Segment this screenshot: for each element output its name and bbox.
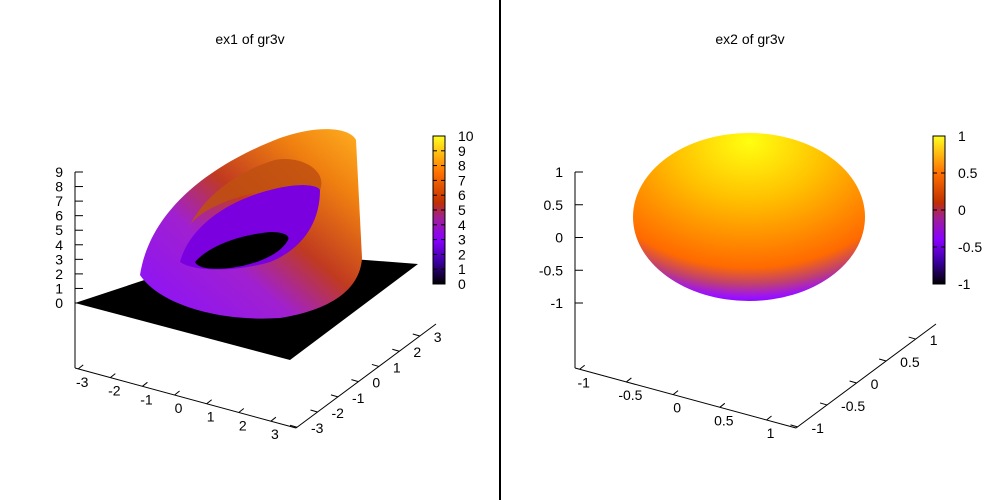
z-tick-label: 9: [55, 164, 63, 180]
x-tick-label: -0.5: [618, 387, 642, 403]
y-tick-label: 1: [393, 359, 401, 375]
colorbar-tick-label: -0.5: [958, 239, 982, 255]
y-tick-label: 0: [871, 376, 879, 392]
x-tick: [238, 408, 245, 413]
z-tick-label: 0: [555, 230, 563, 246]
z-tick-label: 5: [55, 222, 63, 238]
panel-ex2: ex2 of gr3v -1 -0.5 0 0.5 1 -1 -0.5 0 0.5 1 -1 -0…: [539, 31, 982, 441]
x-tick-label: 2: [239, 417, 247, 433]
y-tick: [392, 348, 400, 352]
x-tick: [719, 402, 726, 408]
z-tick-label: 8: [55, 179, 63, 195]
panel-title: ex2 of gr3v: [715, 31, 784, 47]
colorbar-tick-label: 7: [458, 172, 466, 188]
z-tick-label: 1: [555, 164, 563, 180]
x-axis: [74, 367, 297, 429]
colorbar-tick-label: -1: [958, 276, 971, 292]
z-tick-label: -1: [551, 295, 564, 311]
z-tick-label: 2: [55, 266, 63, 282]
z-tick-labels: -1 -0.5 0 0.5 1: [539, 164, 583, 311]
x-tick: [77, 364, 84, 370]
x-tick: [174, 390, 180, 396]
x-tick-label: 3: [271, 426, 279, 442]
y-tick: [412, 333, 420, 337]
z-tick-label: 4: [55, 237, 63, 253]
x-axis: [574, 367, 797, 429]
z-tick-label: 7: [55, 193, 63, 209]
x-tick-label: -2: [108, 383, 121, 399]
colorbar-tick-label: 2: [458, 246, 466, 262]
y-tick-label: 2: [413, 344, 421, 360]
x-tick: [672, 390, 679, 396]
colorbar-tick-label: 8: [458, 158, 466, 174]
y-tick-label: -2: [331, 405, 344, 421]
y-tick: [371, 363, 380, 367]
colorbar-tick-label: 1: [458, 261, 466, 277]
y-tick: [790, 424, 798, 428]
y-tick-labels: -1 -0.5 0 0.5 1: [790, 332, 938, 436]
colorbar-tick-label: 5: [458, 202, 466, 218]
x-tick: [626, 377, 632, 383]
x-tick-label: 1: [207, 409, 215, 425]
x-tick-label: 0: [673, 400, 681, 416]
z-tick-label: 0.5: [544, 197, 564, 213]
y-tick-label: 1: [930, 332, 938, 348]
colorbar-tick-label: 1: [958, 128, 966, 144]
z-tick-label: 6: [55, 208, 63, 224]
x-tick: [270, 416, 277, 422]
z-tick-label: -0.5: [539, 262, 563, 278]
colorbar-tick-label: 10: [458, 128, 474, 144]
ring-inner-wall: [190, 159, 322, 225]
x-tick-label: 0: [175, 400, 183, 416]
x-tick: [206, 399, 212, 405]
x-tick: [766, 415, 772, 421]
x-tick: [579, 364, 585, 370]
ring-inner-hole-dark: [195, 232, 289, 269]
y-tick-label: 3: [434, 329, 442, 345]
y-tick-label: 0.5: [900, 354, 920, 370]
x-tick-labels: -1 -0.5 0 0.5 1: [577, 364, 775, 441]
x-tick-label: -1: [140, 391, 153, 407]
y-axis: [795, 323, 937, 429]
y-axis: [295, 323, 437, 429]
x-tick-label: -3: [76, 374, 89, 390]
colorbar-tick-label: 9: [458, 143, 466, 159]
z-tick-label: 0: [55, 295, 63, 311]
y-tick-label: -1: [352, 390, 365, 406]
x-tick-label: 0.5: [714, 412, 734, 428]
y-tick: [819, 402, 828, 406]
colorbar-tick-label: 0: [958, 202, 966, 218]
colorbar-tick-labels: -1 -0.5 0 0.5 1: [933, 128, 982, 292]
y-tick: [879, 358, 887, 362]
panel-title: ex1 of gr3v: [215, 31, 284, 47]
y-tick-label: -1: [811, 420, 824, 436]
x-tick: [142, 381, 148, 387]
y-tick: [908, 336, 916, 340]
colorbar-tick-label: 3: [458, 232, 466, 248]
y-tick: [330, 394, 339, 398]
colorbar-tick-label: 0.5: [958, 165, 978, 181]
colorbar-tick-label: 0: [458, 276, 466, 292]
y-tick: [310, 409, 318, 413]
x-tick: [110, 373, 116, 378]
y-tick-label: -0.5: [841, 398, 865, 414]
colorbar-tick-label: 6: [458, 187, 466, 203]
x-tick-labels: -3 -2 -1 0 1 2 3: [76, 364, 279, 442]
z-tick-label: 1: [55, 280, 63, 296]
x-tick-label: -1: [577, 374, 590, 390]
x-tick-label: 1: [767, 425, 775, 441]
z-tick-label: 3: [55, 251, 63, 267]
y-tick-label: -3: [311, 420, 324, 436]
y-tick: [849, 380, 857, 384]
colorbar-tick-label: 4: [458, 217, 466, 233]
ellipsoid-surface: [633, 133, 865, 301]
y-tick-label: 0: [372, 375, 380, 391]
y-tick: [289, 424, 298, 428]
y-tick: [351, 379, 359, 383]
